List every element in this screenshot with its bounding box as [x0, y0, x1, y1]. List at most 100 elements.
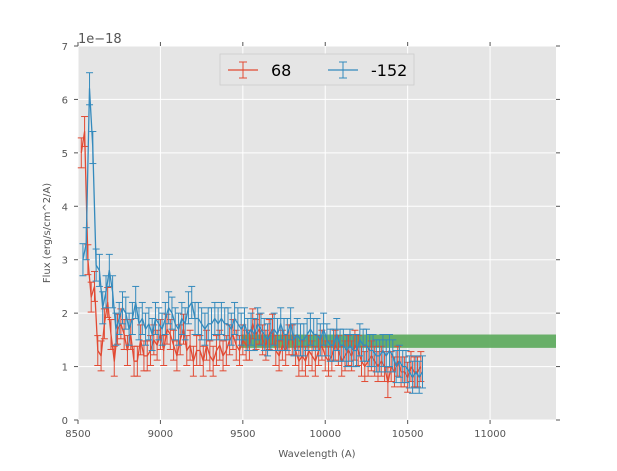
- y-axis-label: Flux (erg/s/cm^2/A): [42, 183, 53, 283]
- plot-background: [78, 46, 556, 420]
- error-bar: [353, 334, 361, 368]
- x-tick-label: 9500: [230, 429, 255, 440]
- error-bar: [158, 312, 166, 346]
- error-bar: [199, 345, 207, 377]
- error-bar: [320, 312, 328, 346]
- error-bar: [105, 253, 113, 287]
- error-bar: [168, 296, 176, 330]
- tick-layer: 8500 9000 9500 10000 10500 11000 0 1 2 3 4 5 6 7: [62, 42, 560, 440]
- legend-label: 68: [271, 61, 291, 80]
- error-bar: [236, 335, 244, 367]
- y-tick-label: 7: [62, 42, 68, 53]
- error-bar: [189, 345, 197, 377]
- error-bar: [394, 345, 402, 377]
- y-tick-label: 2: [62, 309, 68, 320]
- error-bar: [125, 312, 133, 346]
- x-axis-label: Wavelength (A): [278, 449, 355, 460]
- error-bar: [311, 345, 319, 377]
- error-bar: [112, 312, 120, 346]
- error-bar: [77, 137, 85, 169]
- error-bar: [82, 227, 90, 261]
- x-tick-label: 10500: [392, 429, 424, 440]
- x-tick-label: 10000: [309, 429, 341, 440]
- x-tick-label: 11000: [474, 429, 506, 440]
- error-bar: [160, 335, 168, 367]
- grid-layer: [77, 45, 556, 421]
- error-bar: [250, 317, 258, 352]
- legend-entry: 68: [228, 61, 291, 80]
- error-bar: [255, 313, 263, 345]
- y-tick-label: 4: [62, 202, 68, 213]
- error-bar: [87, 281, 95, 313]
- error-bar: [404, 361, 412, 393]
- error-bar: [123, 335, 131, 367]
- series-line: [82, 88, 424, 378]
- error-bar: [354, 335, 362, 367]
- error-bar: [89, 130, 97, 165]
- error-bar: [316, 323, 324, 357]
- error-bar: [417, 351, 425, 383]
- error-bar: [161, 301, 169, 336]
- legend-label: -152: [371, 61, 407, 80]
- error-bar: [186, 329, 194, 361]
- series-layer: [77, 72, 426, 399]
- error-bar: [249, 308, 257, 340]
- series--152: [79, 72, 426, 394]
- legend: 68 -152: [219, 53, 415, 86]
- y-tick-label: 0: [62, 416, 68, 427]
- error-bar: [81, 116, 89, 147]
- x-tick-label: 8500: [65, 429, 90, 440]
- y-tick-label: 3: [62, 256, 68, 267]
- error-bar: [133, 345, 141, 377]
- error-bar: [348, 340, 356, 372]
- error-bar: [262, 329, 270, 361]
- y-tick-label: 5: [62, 149, 68, 160]
- error-bar: [275, 340, 283, 372]
- error-bar: [240, 307, 248, 341]
- error-bar: [102, 275, 110, 309]
- error-bar: [90, 270, 98, 302]
- error-bar: [153, 329, 161, 361]
- error-bar: [86, 72, 94, 106]
- error-bar: [109, 275, 117, 309]
- error-bar: [156, 319, 164, 350]
- y-tick-label: 6: [62, 95, 68, 106]
- error-bar: [107, 319, 115, 350]
- error-bar: [173, 340, 181, 372]
- error-bar: [216, 329, 224, 361]
- error-bar: [283, 317, 291, 352]
- legend-entry: -152: [328, 61, 407, 80]
- error-bar: [209, 345, 217, 377]
- error-bar: [170, 329, 178, 361]
- error-bar: [179, 313, 187, 345]
- error-bar: [145, 307, 153, 341]
- error-bar: [138, 301, 146, 336]
- error-bar: [95, 253, 103, 287]
- error-bar: [329, 328, 337, 362]
- error-bar: [222, 335, 230, 367]
- error-bar: [301, 345, 309, 377]
- error-bar: [418, 355, 426, 389]
- error-bar: [384, 367, 392, 399]
- error-bar: [277, 307, 285, 341]
- error-bar: [132, 285, 140, 319]
- error-bar: [110, 345, 118, 377]
- error-bar: [196, 335, 204, 367]
- offset-text: 1e−18: [78, 32, 122, 47]
- x-tick-label: 9000: [148, 429, 173, 440]
- error-bar: [97, 340, 105, 372]
- legend-entries: 68 -152: [228, 61, 407, 80]
- error-bar: [115, 301, 123, 336]
- error-bar: [333, 317, 341, 352]
- error-bar: [273, 317, 281, 352]
- series-68: [77, 116, 425, 399]
- error-bar: [175, 312, 183, 346]
- error-bar: [166, 319, 174, 350]
- error-bar: [389, 339, 397, 373]
- error-bar: [104, 286, 112, 318]
- error-bar: [227, 312, 235, 346]
- y-tick-label: 1: [62, 363, 68, 374]
- error-bar: [268, 313, 276, 345]
